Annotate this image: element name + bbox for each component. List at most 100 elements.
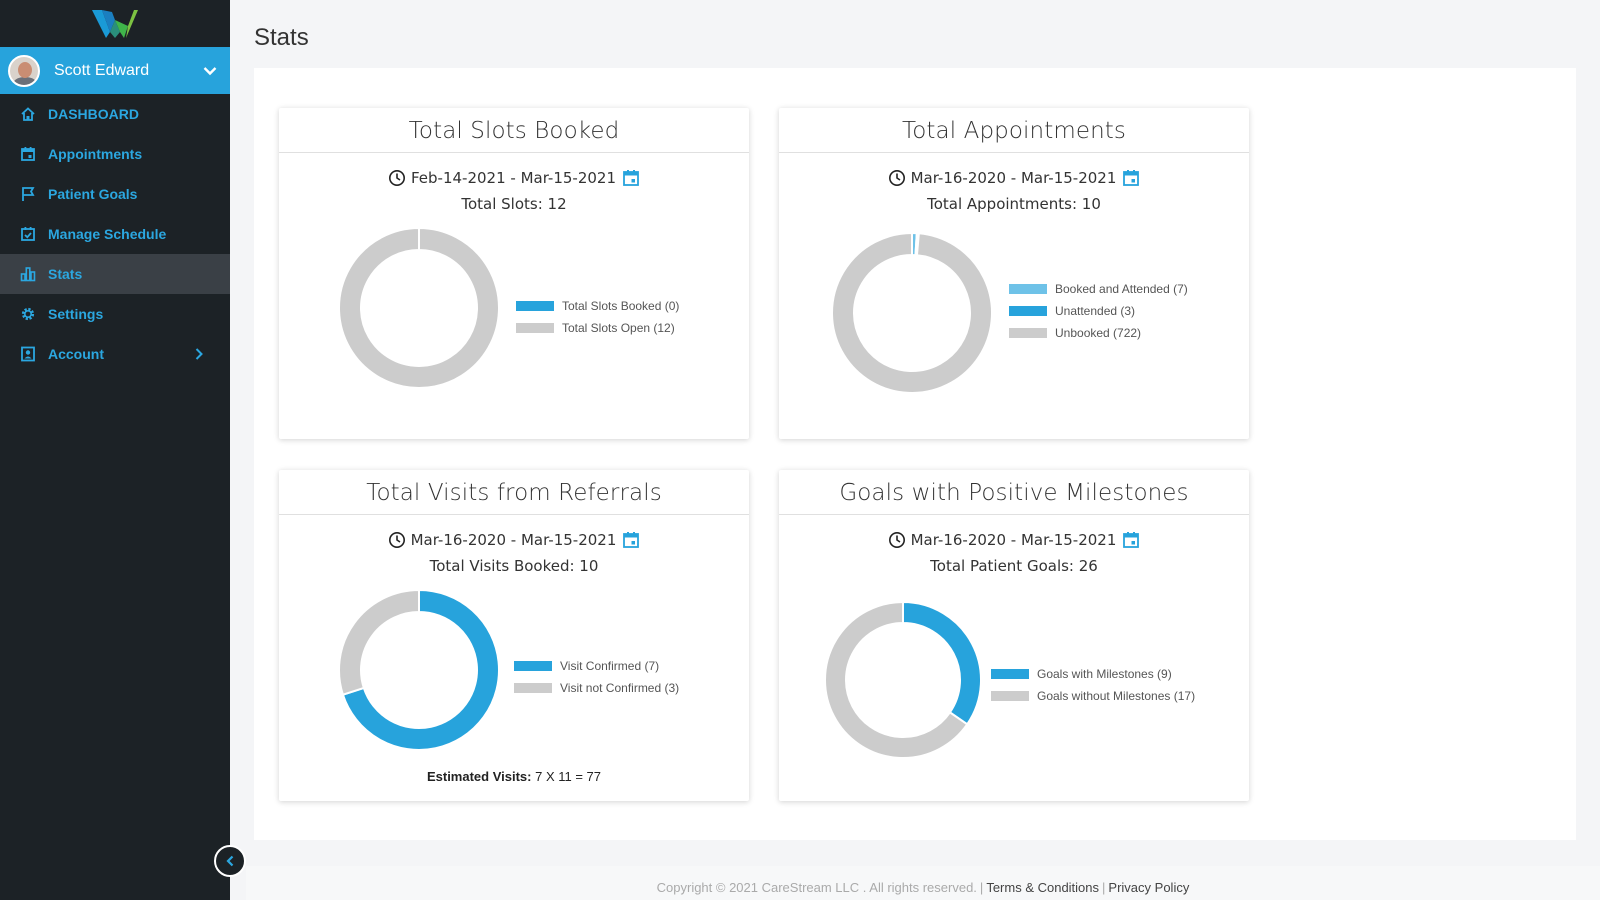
date-range: Mar-16-2020 - Mar-15-2021: [910, 531, 1117, 549]
legend-item: Unbooked (722): [1009, 322, 1188, 344]
chart-legend: Booked and Attended (7) Unattended (3) U…: [1009, 278, 1188, 344]
legend-item: Goals with Milestones (9): [991, 663, 1195, 685]
donut-slice[interactable]: [902, 600, 982, 726]
stats-card-slots: Total Slots Booked Feb-14-2021 - Mar-15-…: [279, 108, 749, 439]
chart-legend: Goals with Milestones (9) Goals without …: [991, 663, 1195, 707]
donut-chart: [824, 600, 982, 759]
date-range: Feb-14-2021 - Mar-15-2021: [410, 169, 617, 187]
legend-item: Booked and Attended (7): [1009, 278, 1188, 300]
user-name: Scott Edward: [54, 61, 150, 79]
stats-card-appointments: Total Appointments Mar-16-2020 - Mar-15-…: [779, 108, 1249, 439]
chevron-right-icon: [194, 347, 208, 361]
donut-chart: [337, 226, 500, 389]
sidebar-item-label: Patient Goals: [48, 186, 138, 202]
footer-separator: |: [1102, 880, 1106, 895]
legend-swatch: [516, 301, 554, 311]
clock-icon: [388, 170, 405, 186]
legend-label: Unbooked (722): [1055, 326, 1142, 340]
sidebar-nav: DASHBOARD Appointments Patient Goals Man…: [0, 94, 230, 374]
legend-swatch: [1009, 328, 1047, 338]
clock-icon: [888, 170, 905, 186]
calendar-picker-icon[interactable]: [1122, 169, 1140, 187]
date-range-row: Mar-16-2020 - Mar-15-2021: [779, 169, 1249, 187]
copyright-text: Copyright © 2021 CareStream LLC . All ri…: [656, 880, 977, 895]
legend-swatch: [991, 669, 1029, 679]
sidebar-item-label: Stats: [48, 266, 83, 282]
sidebar-item-settings[interactable]: Settings: [0, 294, 230, 334]
flag-icon: [19, 185, 37, 203]
chart-legend: Visit Confirmed (7) Visit not Confirmed …: [514, 655, 679, 699]
legend-label: Visit not Confirmed (3): [560, 681, 680, 695]
sidebar-item-label: Manage Schedule: [48, 226, 167, 242]
gear-icon: [19, 305, 37, 323]
footer-separator: |: [979, 880, 984, 895]
legend-item: Total Slots Open (12): [516, 317, 679, 339]
card-title: Total Appointments: [779, 108, 1249, 153]
donut-slice[interactable]: [338, 588, 420, 696]
sidebar: Scott Edward DASHBOARD Appointments Pati…: [0, 0, 230, 900]
sidebar-item-label: Account: [48, 346, 104, 362]
total-count: Total Visits Booked: 10: [429, 557, 599, 575]
donut-chart: [338, 588, 500, 751]
stats-card-referrals: Total Visits from Referrals Mar-16-2020 …: [279, 470, 749, 801]
donut-slice[interactable]: [337, 226, 500, 389]
date-range: Mar-16-2020 - Mar-15-2021: [410, 531, 617, 549]
donut-chart: [831, 231, 993, 394]
chevron-left-icon: [226, 855, 234, 867]
privacy-link[interactable]: Privacy Policy: [1108, 880, 1190, 895]
legend-item: Visit not Confirmed (3): [514, 677, 679, 699]
donut-slice[interactable]: [831, 231, 993, 394]
legend-item: Goals without Milestones (17): [991, 685, 1195, 707]
calendar-picker-icon[interactable]: [622, 169, 640, 187]
calendar-icon: [19, 145, 37, 163]
avatar: [8, 54, 40, 87]
legend-item: Unattended (3): [1009, 300, 1188, 322]
sidebar-item-label: Appointments: [48, 146, 143, 162]
donut-slice[interactable]: [341, 588, 500, 751]
calendar-picker-icon[interactable]: [622, 531, 640, 549]
footer: Copyright © 2021 CareStream LLC . All ri…: [246, 880, 1600, 895]
sidebar-item-account[interactable]: Account: [0, 334, 230, 374]
legend-label: Total Slots Open (12): [562, 321, 675, 335]
stats-panel: Total Slots Booked Feb-14-2021 - Mar-15-…: [254, 68, 1576, 840]
legend-label: Goals with Milestones (9): [1037, 667, 1172, 681]
card-title: Goals with Positive Milestones: [779, 470, 1249, 515]
legend-swatch: [991, 691, 1029, 701]
legend-swatch: [1009, 284, 1047, 294]
sidebar-item-manage-schedule[interactable]: Manage Schedule: [0, 214, 230, 254]
legend-label: Unattended (3): [1055, 304, 1136, 318]
bar-chart-icon: [19, 265, 37, 283]
calendar-picker-icon[interactable]: [1122, 531, 1140, 549]
sidebar-item-label: DASHBOARD: [48, 106, 139, 122]
clock-icon: [888, 532, 905, 548]
user-menu[interactable]: Scott Edward: [0, 47, 230, 94]
brand-logo-icon: [92, 9, 138, 38]
estimate-label: Estimated Visits:: [426, 769, 532, 784]
legend-swatch: [514, 683, 552, 693]
terms-link[interactable]: Terms & Conditions: [986, 880, 1100, 895]
account-icon: [19, 345, 37, 363]
card-title: Total Visits from Referrals: [279, 470, 749, 515]
date-range-row: Mar-16-2020 - Mar-15-2021: [279, 531, 749, 549]
legend-swatch: [514, 661, 552, 671]
total-count: Total Slots: 12: [461, 195, 567, 213]
legend-label: Total Slots Booked (0): [562, 299, 680, 313]
home-icon: [19, 105, 37, 123]
logo[interactable]: [0, 0, 230, 47]
sidebar-item-dashboard[interactable]: DASHBOARD: [0, 94, 230, 134]
calendar-check-icon: [19, 225, 37, 243]
donut-slice[interactable]: [824, 600, 969, 759]
sidebar-item-stats[interactable]: Stats: [0, 254, 230, 294]
chart-legend: Total Slots Booked (0) Total Slots Open …: [516, 295, 679, 339]
sidebar-item-appointments[interactable]: Appointments: [0, 134, 230, 174]
legend-label: Visit Confirmed (7): [560, 659, 660, 673]
card-title: Total Slots Booked: [279, 108, 749, 153]
sidebar-item-label: Settings: [48, 306, 104, 322]
legend-item: Visit Confirmed (7): [514, 655, 679, 677]
footer-bar: [246, 866, 1600, 900]
collapse-sidebar-button[interactable]: [214, 845, 246, 877]
total-count: Total Appointments: 10: [927, 195, 1101, 213]
estimate-value: 7 X 11 = 77: [535, 769, 602, 784]
sidebar-item-patient-goals[interactable]: Patient Goals: [0, 174, 230, 214]
stats-card-goals: Goals with Positive Milestones Mar-16-20…: [779, 470, 1249, 801]
